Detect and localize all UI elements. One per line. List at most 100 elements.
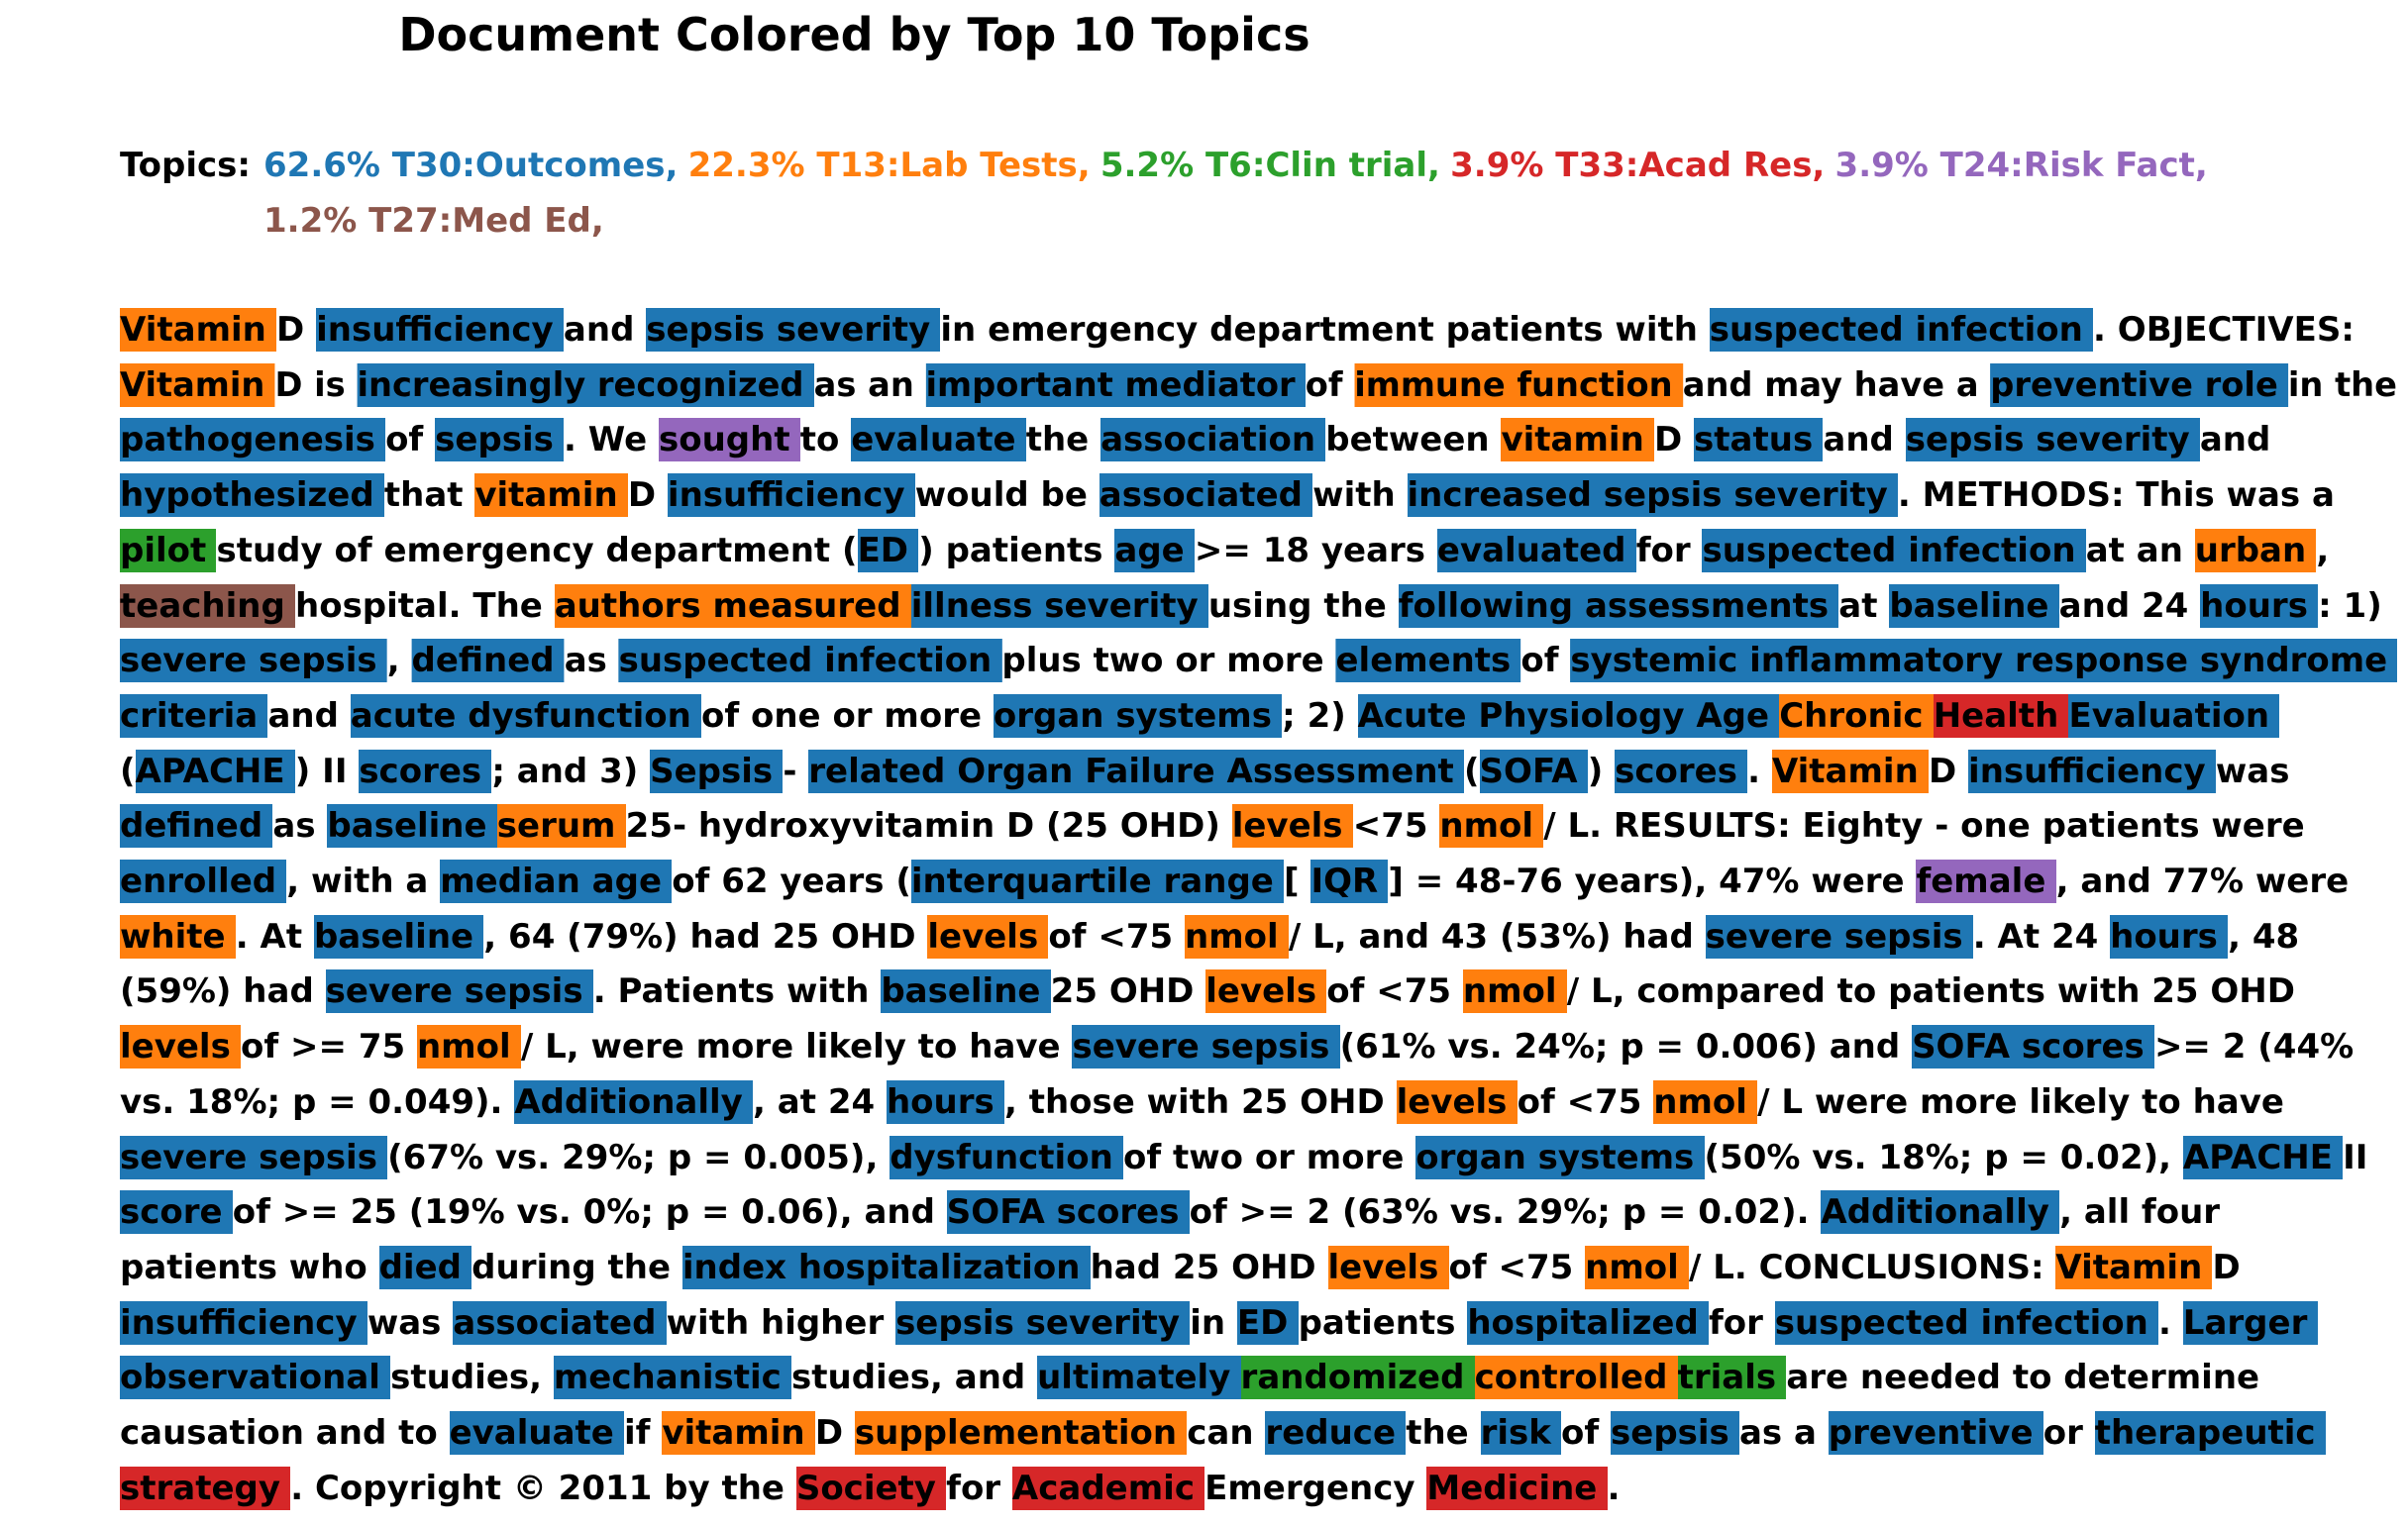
topic-highlight: authors measured [554,583,911,628]
plain-text: studies, and [791,1358,1038,1398]
topic-highlight: SOFA scores [946,1190,1190,1235]
plain-text: for [946,1468,1012,1508]
plain-text: ; 2) [1282,695,1358,736]
topic-entry: 62.6% T30:Outcomes, [263,146,679,185]
topic-highlight: therapeutic [2094,1411,2326,1455]
topic-highlight: ultimately [1037,1356,1241,1400]
plain-text: of [1561,1413,1612,1453]
topic-highlight: levels [1327,1245,1449,1289]
plain-text: if [624,1413,663,1453]
topic-highlight: sepsis severity [895,1300,1191,1345]
plain-text: / L. CONCLUSIONS: [1689,1247,2056,1287]
topic-entry: 1.2% T27:Med Ed, [263,201,604,241]
plain-text: , 64 (79%) had 25 OHD [483,916,928,957]
topic-highlight: systemic inflammatory response syndrome [1570,639,2398,683]
topic-highlight: nmol [1439,804,1544,849]
plain-text: of <75 [1048,916,1186,957]
topic-highlight: associated [1099,473,1313,518]
topic-entry: 3.9% T33:Acad Res, [1450,146,1826,185]
plain-text: . [1607,1468,1621,1508]
plain-text: vs. 18%; p = 0.049). [120,1081,515,1122]
topic-highlight: Society [795,1466,947,1510]
text-line: (59%) had severe sepsis. Patients with b… [120,966,2295,1017]
plain-text: : 1) [2318,585,2382,626]
plain-text: in the [2287,364,2397,405]
topic-highlight: related Organ Failure Assessment [808,749,1464,793]
topic-highlight: nmol [416,1025,521,1069]
plain-text: during the [471,1247,682,1287]
plain-text: at an [2085,530,2195,570]
topic-highlight: nmol [1585,1245,1689,1289]
topic-highlight: following assessments [1398,583,1839,628]
plain-text: / L, compared to patients with 25 OHD [1566,971,2295,1012]
plain-text: can [1187,1413,1266,1453]
plain-text: . [1747,751,1772,791]
topic-highlight: suspected infection [618,639,1002,683]
plain-text: using the [1207,585,1399,626]
text-line: white. At baseline, 64 (79%) had 25 OHD … [120,911,2299,963]
plain-text: D [2212,1247,2241,1287]
plain-text: . At [235,916,314,957]
plain-text: D is [274,364,358,405]
plain-text: ( [120,751,136,791]
text-line: severe sepsis, defined as suspected infec… [120,635,2398,686]
topic-highlight: Chronic [1779,693,1934,738]
plain-text: Emergency [1204,1468,1427,1508]
plain-text: studies, [390,1358,554,1398]
plain-text: / L, and 43 (53%) had [1288,916,1706,957]
topic-highlight: nmol [1185,914,1289,959]
topic-highlight: Larger [2182,1300,2318,1345]
plain-text: of >= 2 (63% vs. 29%; p = 0.02). [1189,1192,1822,1233]
plain-text: and [563,310,647,350]
text-line: insufficiency was associated with higher s… [120,1297,2318,1349]
topic-highlight: SOFA [1479,749,1588,793]
plain-text: D [276,310,317,350]
plain-text: plus two or more [1001,641,1336,681]
plain-text: of two or more [1122,1137,1416,1177]
plain-text: >= 18 years [1194,530,1437,570]
topic-highlight: criteria [120,693,268,738]
topic-highlight: insufficiency [120,1300,367,1345]
plain-text: <75 [1352,806,1440,847]
plain-text: D [1928,751,1969,791]
topic-highlight: Medicine [1426,1466,1608,1510]
plain-text: . Copyright © 2011 by the [290,1468,796,1508]
topic-highlight: trials [1677,1356,1787,1400]
plain-text: was [2215,751,2290,791]
plain-text: of [1305,364,1355,405]
topic-highlight: insufficiency [1968,749,2216,793]
topic-highlight: defined [120,804,273,849]
topic-highlight: Academic [1011,1466,1205,1510]
plain-text: of 62 years ( [672,862,911,901]
topic-highlight: organ systems [1415,1135,1705,1179]
topic-highlight: pilot [120,528,217,572]
topic-highlight: status [1694,418,1824,462]
topic-highlight: insufficiency [667,473,915,518]
plain-text: D [627,475,668,516]
topic-highlight: age [1114,528,1195,572]
topic-highlight: supplementation [854,1411,1188,1455]
plain-text: and [267,695,351,736]
topic-highlight: score [120,1190,233,1235]
plain-text: of <75 [1517,1081,1654,1122]
topic-highlight: observational [120,1356,391,1400]
topic-highlight: urban [2194,528,2317,572]
text-line: observational studies, mechanistic studies… [120,1352,2259,1403]
topic-highlight: female [1916,860,2056,903]
plain-text: and 24 [2058,585,2201,626]
text-line: pathogenesis of sepsis. We sought to evalu… [120,414,2270,465]
text-line: Vitamin D insufficiency and sepsis severit… [120,304,2355,356]
topic-highlight: controlled [1474,1356,1678,1400]
topic-highlight: sepsis [1611,1411,1739,1455]
plain-text: (50% vs. 18%; p = 0.02), [1704,1137,2183,1177]
plain-text: , and 77% were [2055,862,2350,901]
topic-highlight: Additionally [514,1079,754,1124]
topic-highlight: APACHE [135,749,295,793]
plain-text: . At 24 [1972,916,2111,957]
topic-highlight: Vitamin [2055,1245,2213,1289]
topic-highlight: dysfunction [890,1135,1123,1179]
topic-highlight: evaluate [449,1411,625,1455]
topic-highlight: severe sepsis [325,969,593,1014]
topic-highlight: severe sepsis [1705,914,1973,959]
topic-highlight: IQR [1310,860,1389,903]
